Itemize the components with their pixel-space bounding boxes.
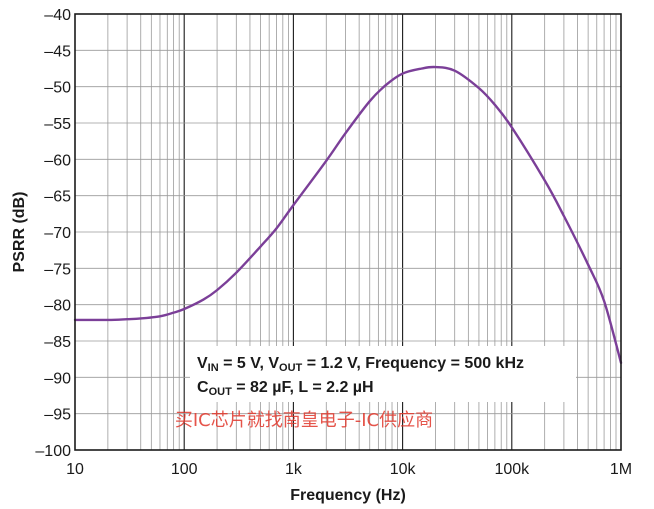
annotation-line: COUT = 82 µF, L = 2.2 µH — [197, 379, 374, 398]
y-tick-label: –100 — [35, 443, 71, 460]
x-tick-label: 1k — [285, 461, 303, 478]
y-tick-label: –75 — [44, 261, 71, 278]
y-tick-label: –45 — [44, 43, 71, 60]
watermark-text: 买IC芯片就找南皇电子-IC供应商 — [175, 410, 433, 431]
annotation-text: V — [197, 355, 208, 372]
series-line — [73, 65, 623, 364]
series-curves — [73, 65, 623, 364]
y-tick-label: –90 — [44, 370, 71, 387]
x-tick-label: 10k — [390, 461, 417, 478]
x-axis-title: Frequency (Hz) — [290, 487, 406, 504]
x-tick-label: 1M — [610, 461, 632, 478]
y-tick-label: –40 — [44, 7, 71, 24]
annotation-background — [190, 346, 576, 402]
y-tick-label: –50 — [44, 80, 71, 97]
annotation-subscript: OUT — [209, 386, 233, 398]
annotation-text: = 82 µF, L = 2.2 µH — [232, 379, 374, 396]
x-tick-label: 100 — [171, 461, 198, 478]
plot-frame — [74, 13, 622, 451]
conditions-annotation: VIN = 5 V, VOUT = 1.2 V, Frequency = 500… — [197, 355, 524, 398]
x-tick-labels: 10 100 1k 10k 100k 1M — [66, 461, 632, 478]
y-tick-label: –60 — [44, 152, 71, 169]
annotation-subscript: IN — [208, 362, 219, 374]
annotation-line: VIN = 5 V, VOUT = 1.2 V, Frequency = 500… — [197, 355, 524, 374]
y-axis-title: PSRR (dB) — [11, 192, 28, 273]
y-tick-label: –65 — [44, 189, 71, 206]
annotation-text: = 1.2 V, Frequency = 500 kHz — [302, 355, 524, 372]
y-tick-labels: –40 –45 –50 –55 –60 –65 –70 –75 –80 –85 –90 –95 –100 — [35, 7, 71, 460]
y-tick-label: –80 — [44, 298, 71, 315]
annotation-text: = 5 V, V — [219, 355, 280, 372]
x-tick-label: 100k — [494, 461, 530, 478]
annotation-subscript: OUT — [279, 362, 303, 374]
y-tick-label: –95 — [44, 407, 71, 424]
annotation-text: C — [197, 379, 209, 396]
y-tick-label: –70 — [44, 225, 71, 242]
y-tick-label: –85 — [44, 334, 71, 351]
x-tick-label: 10 — [66, 461, 84, 478]
y-tick-label: –55 — [44, 116, 71, 133]
